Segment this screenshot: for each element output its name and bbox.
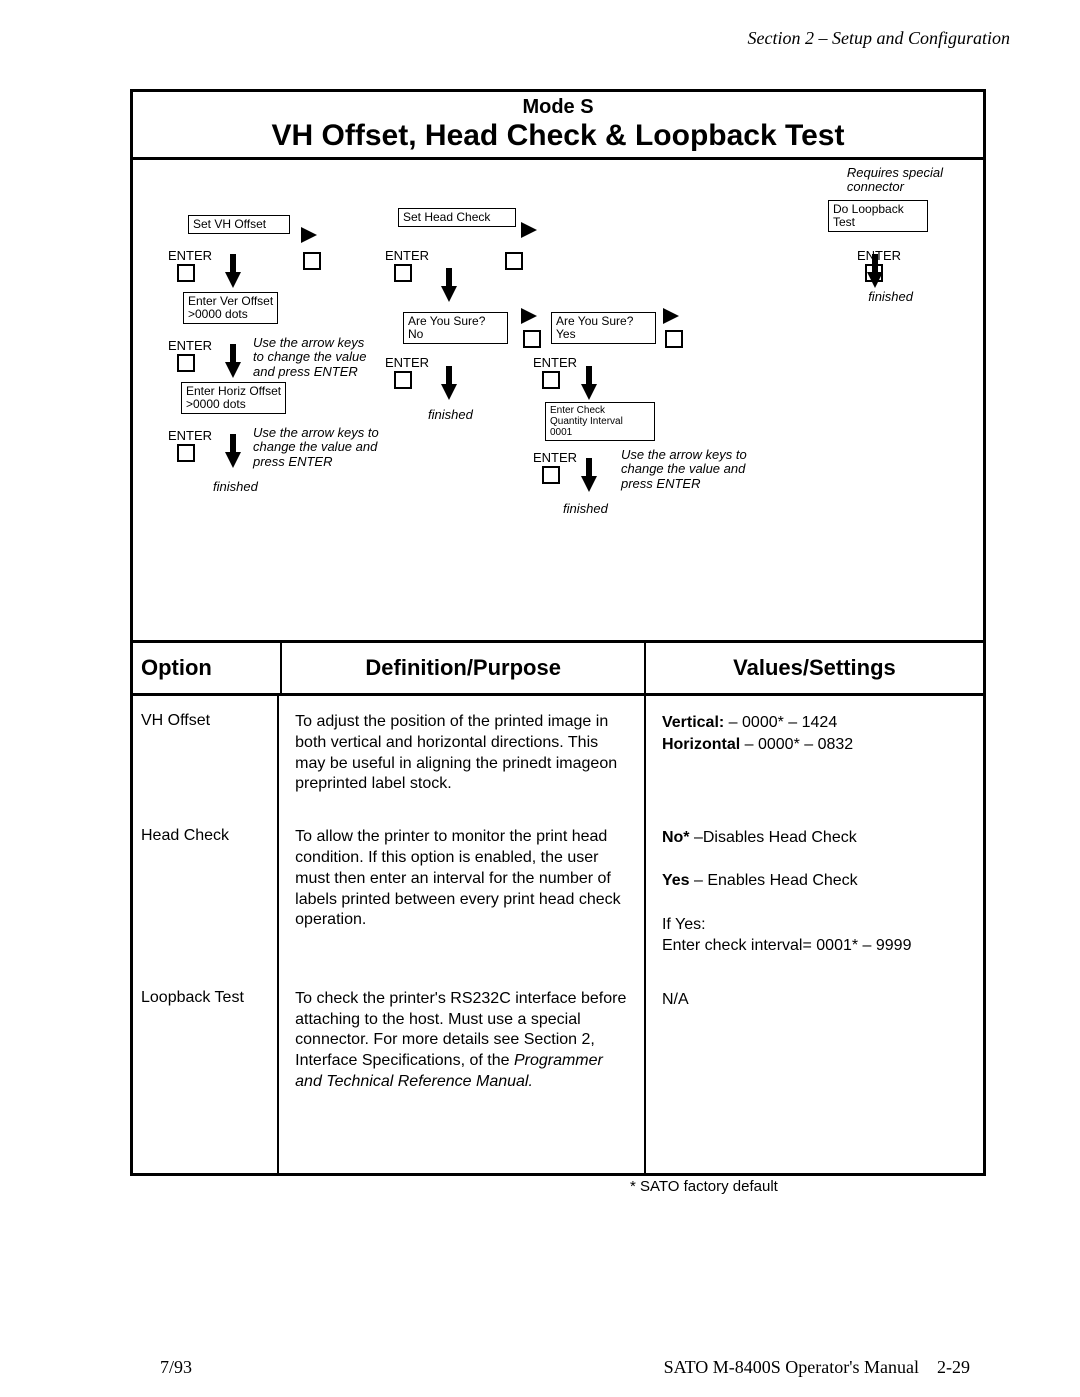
- enter-label: ENTER: [168, 428, 212, 443]
- td-definition: To allow the printer to monitor the prin…: [279, 811, 646, 973]
- enter-label: ENTER: [168, 338, 212, 353]
- td-values: N/A: [646, 973, 983, 1173]
- table-row: Head CheckTo allow the printer to monito…: [133, 811, 983, 973]
- td-option: Loopback Test: [133, 973, 279, 1173]
- box-sure-yes: Are You Sure? Yes: [551, 312, 656, 344]
- page-title: VH Offset, Head Check & Loopback Test: [133, 119, 983, 153]
- box-horiz-offset: Enter Horiz Offset >0000 dots: [181, 382, 286, 414]
- enter-label: ENTER: [533, 450, 577, 465]
- enter-label: ENTER: [385, 355, 429, 370]
- enter-label: ENTER: [533, 355, 577, 370]
- finished-label: finished: [428, 408, 473, 422]
- enter-label: ENTER: [385, 248, 429, 263]
- hint-text: Use the arrow keys to change the value a…: [621, 448, 747, 491]
- key-icon: [523, 330, 541, 348]
- td-values: No* –Disables Head Check Yes – Enables H…: [646, 811, 983, 973]
- key-icon: [394, 264, 412, 282]
- finished-label: finished: [868, 290, 913, 304]
- key-icon: [665, 330, 683, 348]
- box-check-interval: Enter Check Quantity Interval 0001: [545, 402, 655, 441]
- box-ver-offset: Enter Ver Offset >0000 dots: [183, 292, 278, 324]
- key-icon: [303, 252, 321, 270]
- td-option: VH Offset: [133, 696, 279, 811]
- main-panel: Mode S VH Offset, Head Check & Loopback …: [130, 89, 986, 1176]
- key-icon: [177, 264, 195, 282]
- td-values: Vertical: – 0000* – 1424Horizontal – 000…: [646, 696, 983, 811]
- finished-label: finished: [563, 502, 608, 516]
- enter-label: ENTER: [857, 248, 901, 263]
- factory-default-note: * SATO factory default: [630, 1178, 1020, 1195]
- td-option: Head Check: [133, 811, 279, 973]
- footer-manual: SATO M-8400S Operator's Manual 2-29: [664, 1357, 970, 1378]
- box-sure-no: Are You Sure? No: [403, 312, 508, 344]
- th-values: Values/Settings: [646, 643, 983, 693]
- table-row: Loopback TestTo check the printer's RS23…: [133, 973, 983, 1173]
- mode-label: Mode S: [133, 96, 983, 119]
- section-header: Section 2 – Setup and Configuration: [100, 28, 1020, 49]
- key-icon: [177, 354, 195, 372]
- table-header: Option Definition/Purpose Values/Setting…: [133, 640, 983, 696]
- td-definition: To check the printer's RS232C interface …: [279, 973, 646, 1173]
- finished-label: finished: [213, 480, 258, 494]
- hint-text: Use the arrow keys to change the value a…: [253, 336, 366, 379]
- table-row: VH OffsetTo adjust the position of the p…: [133, 696, 983, 811]
- box-loopback: Do Loopback Test: [828, 200, 928, 232]
- th-option: Option: [133, 643, 282, 693]
- box-set-head: Set Head Check: [398, 208, 516, 227]
- enter-label: ENTER: [168, 248, 212, 263]
- footer-date: 7/93: [160, 1357, 192, 1378]
- td-definition: To adjust the position of the printed im…: [279, 696, 646, 811]
- key-icon: [542, 371, 560, 389]
- key-icon: [177, 444, 195, 462]
- flow-diagram: Requires special connector Set VH Offset…: [133, 160, 983, 640]
- table-body: VH OffsetTo adjust the position of the p…: [133, 696, 983, 1173]
- key-icon: [505, 252, 523, 270]
- key-icon: [542, 466, 560, 484]
- th-definition: Definition/Purpose: [282, 643, 645, 693]
- box-set-vh: Set VH Offset: [188, 215, 290, 234]
- hint-text: Use the arrow keys to change the value a…: [253, 426, 379, 469]
- key-icon: [394, 371, 412, 389]
- requires-note: Requires special connector: [847, 166, 943, 195]
